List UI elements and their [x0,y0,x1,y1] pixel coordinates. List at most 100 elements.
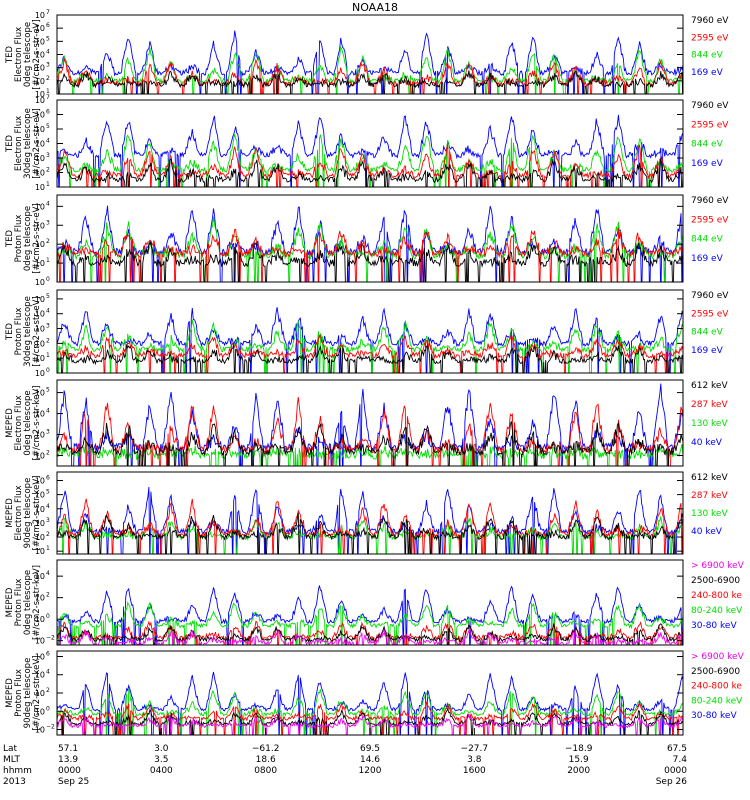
y-tick-label: 10 [35,491,45,500]
y-tick-label: 10 [35,77,45,86]
y-tick-exponent: 5 [46,293,50,300]
x-tick-lat: 3.0 [154,744,169,754]
y-tick-label: 10 [35,24,45,33]
legend-entry: 844 eV [691,140,724,150]
y-tick-label: 10 [35,202,45,211]
y-tick-label: 10 [35,707,45,716]
x-tick-lat: 57.1 [58,744,78,754]
y-tick-label: 10 [35,11,45,20]
y-axis-label-line: [#/cm2-s-str-keV] [32,386,42,461]
x-row-label: hhmm [3,766,32,776]
x-tick-hhmm: 2000 [567,766,590,776]
y-axis-label: TED Proton Flux 0deg telescope [#/cm2-s-str… [5,203,42,273]
y-axis-label-line: TED [5,45,15,64]
y-tick-label: 10 [35,572,45,581]
x-tick-mlt: 7.4 [673,755,688,765]
y-tick-exponent: 5 [46,387,50,394]
y-axis-label-line: Proton Flux [14,669,24,717]
y-axis-label-line: [#/cm2-s-str-eV] [32,203,42,273]
x-tick-hhmm: 0400 [150,766,173,776]
x-tick-date: Sep 26 [656,777,688,787]
panel-traces [57,114,683,187]
y-tick-exponent: 4 [46,408,50,415]
y-axis-label: MEPED Electron Flux 90deg telescope [#/cm2-… [5,476,42,551]
y-tick-label: 10 [35,169,45,178]
legend-entry: 844 eV [691,235,724,245]
y-tick-label: 10 [35,615,45,624]
x-tick-hhmm: 0000 [58,766,81,776]
y-tick-exponent: 2 [46,238,50,245]
x-tick-mlt: 3.8 [467,755,482,765]
series-line-1 [57,157,683,187]
series-line-1 [57,70,683,94]
x-tick-hhmm: 0000 [664,766,687,776]
legend-entry: 7960 eV [691,16,729,26]
series-line-3 [57,319,683,373]
legend-entry: 2595 eV [691,120,729,130]
series-line-1 [57,343,683,373]
panel-frame [56,559,684,646]
y-axis-label-line: Electron Flux [14,485,24,540]
y-axis-label-line: Electron Flux [14,116,24,171]
panel-traces [57,383,683,466]
y-tick-exponent: 0 [46,613,50,620]
y-axis-label-line: Electron Flux [14,27,24,82]
y-tick-exponent: 6 [46,474,50,481]
legend-entry: 287 keV [691,400,728,410]
y-tick-label: 10 [35,339,45,348]
y-tick-exponent: 1 [46,545,50,552]
legend-entry: 80-240 keV [691,696,743,706]
legend-entry: 612 keV [691,381,728,391]
x-row-label: Lat [3,744,18,754]
y-tick-exponent: 5 [46,489,50,496]
y-axis-label-line: TED [5,229,15,248]
y-tick-exponent: 4 [46,570,50,577]
legend-entry: 169 eV [691,68,724,78]
y-axis-label-line: 90deg telescope [23,478,33,549]
legend-entry: 2500-6900 [691,667,740,677]
y-axis-label: MEPED Electron Flux 0deg telescope [#/cm2-s… [5,386,42,461]
y-axis-label-line: Electron Flux [14,395,24,450]
y-axis-label-line: [#/cm2-s-str-eV] [32,108,42,178]
legend-entry: 169 eV [691,346,724,356]
y-tick-exponent: 4 [46,669,50,676]
y-tick-label: 10 [35,154,45,163]
legend-entry: 2595 eV [691,215,729,225]
y-tick-exponent: 7 [46,9,50,16]
y-tick-exponent: 1 [46,257,50,264]
x-tick-mlt: 18.6 [256,755,276,765]
panel-traces [57,585,683,645]
y-tick-exponent: 0 [46,705,50,712]
y-tick-exponent: 4 [46,308,50,315]
legend-entry: 130 keV [691,419,728,429]
series-line-4 [57,601,683,645]
y-tick-exponent: 1 [46,181,50,188]
y-tick-exponent: 4 [46,503,50,510]
y-axis-label-line: MEPED [5,678,15,708]
y-tick-label: 10 [35,452,45,461]
y-axis-label: MEPED Proton Flux 90deg telescope [#/cm2-s-… [5,656,42,731]
x-tick-mlt: 14.6 [360,755,380,765]
legend-entry: 40 keV [691,438,723,448]
y-tick-exponent: 2 [46,592,50,599]
panel-frame [56,379,684,467]
y-tick-exponent: 6 [46,650,50,657]
y-tick-exponent: 6 [46,109,50,116]
series-line-2 [57,228,683,282]
y-tick-label: 10 [35,295,45,304]
y-tick-exponent: 2 [46,450,50,457]
series-line-2 [57,498,683,554]
y-tick-exponent: 5 [46,123,50,130]
y-tick-label: 10 [35,51,45,60]
series-line-2 [57,58,683,94]
y-axis-label-line: 0deg telescope [23,22,33,87]
y-tick-exponent: 2 [46,167,50,174]
x-tick-lat: −61.2 [252,744,280,754]
x-tick-lat: 67.5 [667,744,687,754]
y-axis-label-line: MEPED [5,408,15,438]
legend-entry: 2500-6900 [691,576,740,586]
y-axis-label-line: [#/cm2-s-str-keV] [32,565,42,640]
